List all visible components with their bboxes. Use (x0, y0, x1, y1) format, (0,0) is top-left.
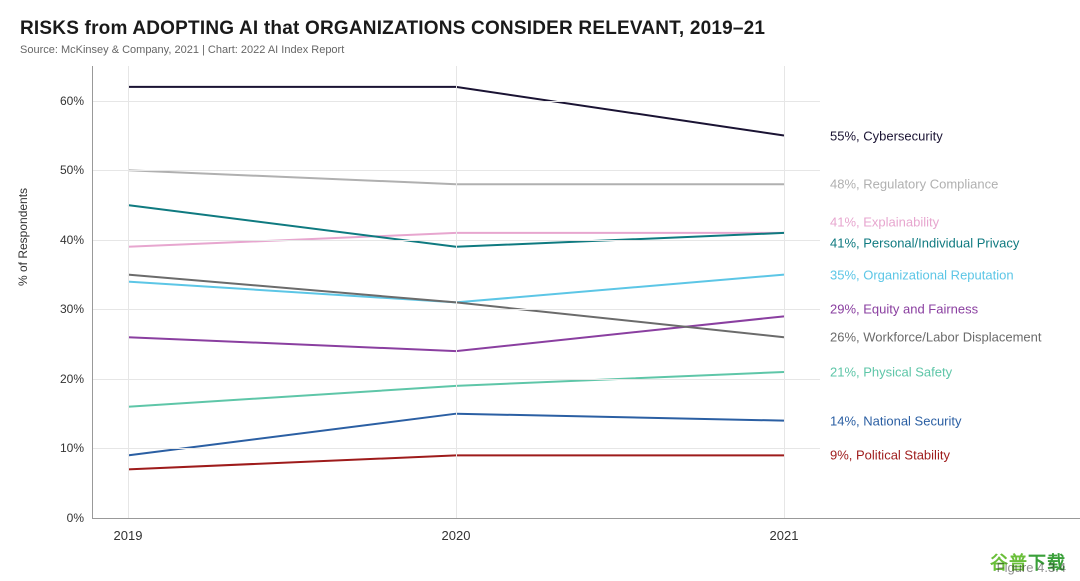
x-tick-label: 2020 (442, 528, 471, 543)
x-tick-label: 2021 (770, 528, 799, 543)
series-label-cybersecurity: 55%, Cybersecurity (830, 128, 943, 143)
series-label-regulatory: 48%, Regulatory Compliance (830, 177, 998, 192)
gridline-v (784, 66, 785, 518)
series-label-workforce: 26%, Workforce/Labor Displacement (830, 330, 1041, 345)
y-tick-label: 50% (60, 163, 84, 177)
chart-subtitle: Source: McKinsey & Company, 2021 | Chart… (20, 44, 1068, 56)
series-label-political: 9%, Political Stability (830, 448, 950, 463)
series-label-privacy: 41%, Personal/Individual Privacy (830, 236, 1019, 251)
y-tick-label: 60% (60, 94, 84, 108)
y-tick-label: 10% (60, 441, 84, 455)
x-tick-label: 2019 (114, 528, 143, 543)
gridline-v (456, 66, 457, 518)
chart-title: RISKS from ADOPTING AI that ORGANIZATION… (20, 18, 1068, 40)
y-tick-label: 30% (60, 302, 84, 316)
y-axis-line (92, 66, 93, 518)
series-label-reputation: 35%, Organizational Reputation (830, 267, 1014, 282)
plot-area: 0%10%20%30%40%50%60%20192020202155%, Cyb… (92, 66, 820, 518)
y-tick-label: 20% (60, 372, 84, 386)
series-label-explainability: 41%, Explainability (830, 215, 939, 230)
series-label-equity: 29%, Equity and Fairness (830, 302, 978, 317)
chart-area: % of Respondents 0%10%20%30%40%50%60%201… (20, 66, 1068, 566)
series-label-national: 14%, National Security (830, 413, 962, 428)
y-tick-label: 40% (60, 233, 84, 247)
series-label-safety: 21%, Physical Safety (830, 364, 952, 379)
gridline-v (128, 66, 129, 518)
y-axis-label: % of Respondents (16, 188, 30, 286)
figure-label: Figure 4.3.4 (997, 560, 1066, 575)
x-axis-line (92, 518, 1080, 519)
y-tick-label: 0% (67, 511, 84, 525)
